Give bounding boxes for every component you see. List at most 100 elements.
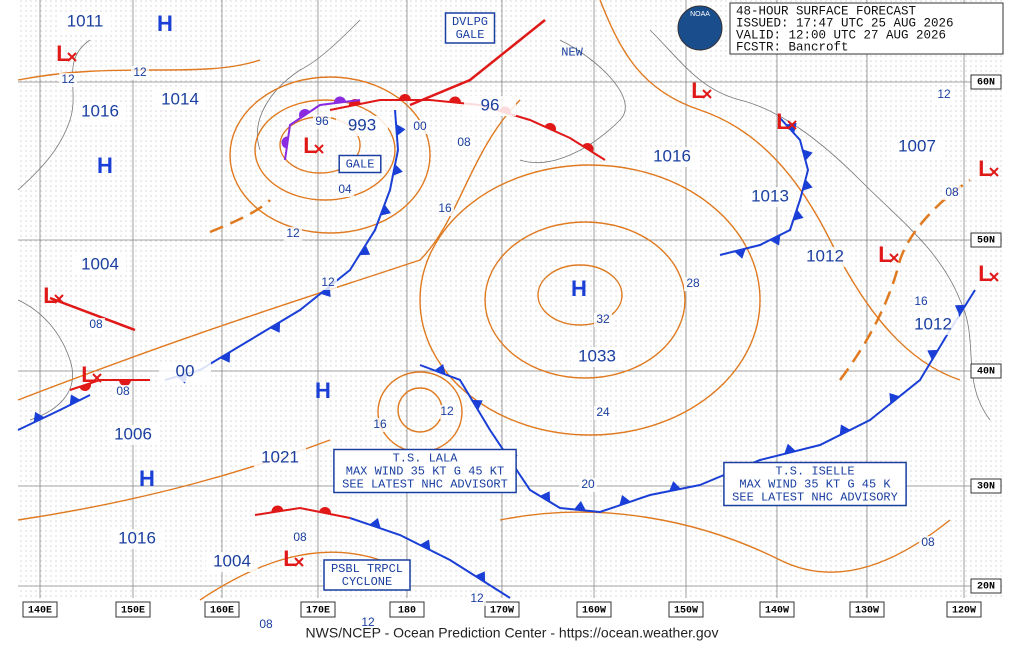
annotation-text: SEE LATEST NHC ADVISORT	[342, 478, 508, 492]
low-center: L	[303, 133, 316, 158]
isobar-label-box	[438, 405, 456, 419]
low-x	[294, 557, 304, 567]
lon-label: 160W	[582, 606, 606, 617]
warm-front-symbol	[544, 123, 556, 132]
lon-label: 170W	[490, 606, 514, 617]
isobar-label: 08	[89, 317, 103, 331]
pressure-label: 1016	[118, 528, 156, 547]
isobar-label-box	[594, 406, 612, 420]
low-center: L	[43, 283, 56, 308]
pressure-label: 1016	[81, 101, 119, 120]
pressure-label-box	[74, 255, 126, 275]
pressure-label: 1011	[67, 11, 104, 30]
annotation-text: NEW	[561, 46, 583, 60]
lon-label-box	[849, 601, 885, 618]
low-x	[787, 120, 797, 130]
pressure-label: 1021	[261, 447, 299, 466]
header-line: ISSUED: 17:47 UTC 25 AUG 2026	[736, 16, 954, 30]
low-center: L	[776, 109, 789, 134]
low-x	[314, 144, 324, 154]
cold-front-symbol	[574, 501, 586, 511]
lat-label-box	[970, 478, 1002, 494]
low-x	[702, 89, 712, 99]
isobar-label: 12	[470, 591, 484, 605]
lat-label: 30N	[977, 482, 995, 493]
isobar-label: 16	[914, 294, 928, 308]
isobar-label-box	[436, 202, 454, 216]
cold-front-symbol	[33, 411, 45, 423]
high-center: H	[97, 153, 113, 178]
cold-front	[17, 394, 91, 431]
cold-front-symbol	[619, 494, 631, 506]
annotation-text: GALE	[346, 158, 375, 172]
pressure-label: 00	[176, 361, 195, 380]
cold-front-symbol	[219, 351, 231, 363]
cold-front-symbol	[839, 424, 851, 436]
warm-front-symbol	[271, 505, 284, 513]
lon-label-box	[759, 601, 795, 618]
warm-front-symbol	[449, 96, 461, 104]
cold-front-symbol	[539, 491, 551, 503]
lon-label: 180	[398, 606, 416, 617]
cold-front-symbol	[380, 204, 391, 216]
annotation-text: PSBL TRPCL	[331, 562, 403, 576]
annotation-text: MAX WIND 35 KT G 45 KT	[346, 465, 504, 479]
cold-front-symbol	[474, 571, 486, 583]
high-center: H	[139, 466, 155, 491]
pressure-label: 1016	[653, 146, 691, 165]
cold-front-symbol	[802, 149, 813, 161]
isobar-label: 00	[413, 119, 427, 133]
isobar-label-box	[912, 295, 930, 309]
cold-front-symbol	[434, 364, 446, 375]
lon-label: 140W	[765, 606, 789, 617]
low-center: L	[56, 41, 69, 66]
lon-label-box	[22, 601, 58, 618]
lon-label: 150W	[674, 606, 698, 617]
isobar-label: 08	[457, 135, 471, 149]
pressure-label: 1004	[213, 551, 251, 570]
pressure-label-box	[159, 362, 211, 382]
cold-front-symbol	[392, 164, 403, 176]
pressure-label: 1013	[751, 186, 789, 205]
annotation-box	[323, 559, 411, 591]
pressure-label-box	[336, 116, 388, 136]
low-center: L	[691, 78, 704, 103]
lon-label-box	[946, 601, 982, 618]
warm-front-symbol	[399, 94, 411, 100]
lon-label-box	[668, 601, 704, 618]
annotation-box	[723, 461, 907, 507]
isobar-label: 08	[116, 384, 130, 398]
pressure-label-box	[799, 247, 851, 267]
pressure-label-box	[744, 187, 796, 207]
isobar-label-box	[291, 531, 309, 545]
lat-label: 20N	[977, 582, 995, 593]
pressure-label: 1033	[578, 346, 616, 365]
isobar-label-box	[131, 66, 149, 80]
header-line: VALID: 12:00 UTC 27 AUG 2026	[736, 28, 946, 42]
annotation-text: MAX WIND 35 KT G 45 K	[739, 478, 891, 492]
pressure-label: 1006	[114, 424, 152, 443]
high-center: H	[315, 378, 331, 403]
pressure-label-box	[111, 529, 163, 549]
lon-label-box	[576, 601, 612, 618]
isobar-label-box	[468, 592, 486, 606]
fronts	[17, 19, 976, 599]
isobar-label: 08	[921, 535, 935, 549]
pressure-label: 96	[481, 95, 500, 114]
pressure-label-box	[464, 96, 516, 116]
isobar-label-box	[684, 277, 702, 291]
low-center: L	[81, 362, 94, 387]
isobar-label: 32	[596, 312, 610, 326]
cold-front-symbol	[471, 399, 483, 411]
high-center: H	[571, 276, 587, 301]
annotation-text: GALE	[456, 28, 485, 42]
lon-label: 140E	[28, 606, 52, 617]
isobar-label-box	[336, 183, 354, 197]
low-center: L	[878, 242, 891, 267]
low-center: L	[978, 156, 991, 181]
lon-label-box	[300, 601, 336, 618]
low-x	[989, 272, 999, 282]
lat-label: 60N	[977, 78, 995, 89]
lon-label: 150E	[121, 606, 145, 617]
isobar-label-box	[411, 120, 429, 134]
